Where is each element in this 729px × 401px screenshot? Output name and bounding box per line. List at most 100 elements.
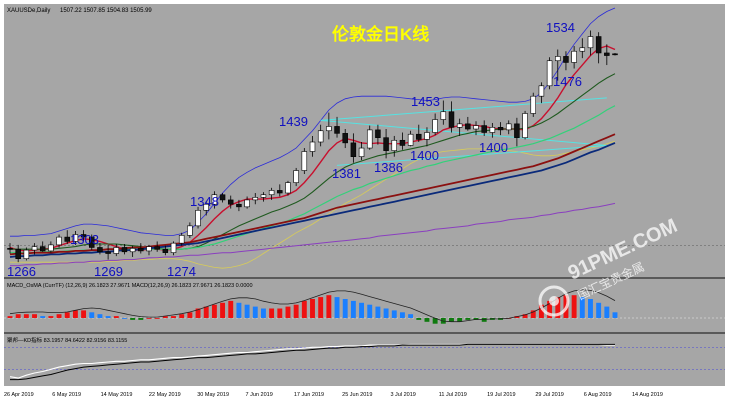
macd-bar [318, 297, 324, 318]
macd-bar [334, 297, 340, 318]
price-panel[interactable] [4, 4, 725, 277]
x-tick-label: 3 Jul 2019 [390, 392, 415, 398]
macd-bar [432, 318, 438, 324]
macd-bar [252, 306, 258, 318]
x-tick-label: 11 Jul 2019 [439, 392, 467, 398]
macd-bar [391, 310, 397, 318]
macd-bar [383, 308, 389, 318]
candle [277, 190, 283, 194]
macd-bar [113, 316, 119, 318]
macd-bar [122, 318, 127, 319]
kd-panel[interactable] [4, 334, 725, 386]
macd-bar [579, 297, 585, 318]
candle [432, 119, 438, 133]
candle [391, 139, 398, 151]
candle [326, 126, 332, 132]
candle [105, 251, 111, 254]
price-layer [4, 7, 725, 269]
candle [456, 123, 463, 128]
macd-bar [375, 306, 381, 318]
channel-line [320, 97, 607, 121]
candle [252, 197, 259, 201]
macd-bar [15, 314, 21, 318]
macd-bar [64, 312, 70, 318]
candle [138, 248, 144, 252]
macd-bar [179, 314, 185, 318]
macd-signal-line [9, 289, 616, 323]
kd-layer [4, 343, 725, 381]
macd-bar [244, 304, 250, 318]
x-tick-label: 29 Jul 2019 [535, 392, 563, 398]
candle [80, 234, 87, 238]
macd-bar [269, 308, 275, 318]
macd-bar [260, 308, 266, 318]
macd-bar [310, 299, 315, 318]
candle [64, 236, 70, 242]
candle [170, 242, 177, 253]
macd-bar [481, 318, 487, 322]
x-tick-label: 22 May 2019 [149, 392, 181, 398]
macd-bar [588, 299, 593, 318]
macd-bar [81, 310, 87, 318]
macd-bar [424, 318, 430, 322]
macd-bar [236, 302, 242, 318]
candle [268, 190, 275, 196]
candle [489, 127, 496, 133]
macd-bar [162, 316, 168, 318]
price-label: 1303 [70, 232, 99, 247]
candle [383, 137, 389, 151]
moving-average-line [10, 202, 616, 267]
candle [375, 129, 381, 138]
macd-bar [97, 314, 103, 318]
candle [236, 203, 242, 208]
candle [358, 147, 365, 157]
candle [244, 199, 250, 208]
candle [514, 123, 520, 138]
macd-bar [449, 318, 454, 322]
candle [407, 133, 414, 146]
price-label: 1266 [7, 264, 36, 279]
candle [571, 50, 577, 63]
macd-bar [277, 308, 283, 318]
candle [301, 151, 308, 171]
candle [505, 123, 512, 131]
candle [211, 194, 218, 205]
macd-bar [367, 304, 373, 318]
macd-bar [130, 318, 136, 320]
candle [113, 247, 120, 254]
x-tick-label: 14 May 2019 [101, 392, 133, 398]
macd-bar [399, 312, 405, 318]
macd-bar [171, 316, 176, 318]
candle [89, 236, 95, 248]
candle [595, 36, 602, 54]
candle [23, 249, 30, 260]
macd-bar [203, 306, 209, 318]
candle [497, 127, 504, 131]
candle [285, 182, 291, 194]
candle [530, 95, 536, 114]
candle [48, 244, 54, 252]
candle [227, 199, 234, 205]
candle [522, 113, 528, 138]
macd-bar [538, 304, 544, 318]
macd-bar [154, 318, 160, 319]
macd-bar [48, 316, 54, 318]
macd-panel[interactable] [4, 279, 725, 332]
macd-bar [285, 306, 291, 318]
price-label: 1453 [411, 94, 440, 109]
price-label: 1269 [94, 264, 123, 279]
moving-average-line [9, 133, 616, 256]
macd-bar [211, 304, 217, 318]
macd-bar [596, 302, 602, 318]
x-tick-label: 14 Aug 2019 [632, 392, 663, 398]
macd-label: MACD_OsMA (CurrTF) (12,26,9) 26.1823 27.… [7, 283, 253, 289]
candle [465, 123, 471, 130]
candle [416, 133, 422, 140]
macd-bar [350, 300, 356, 318]
candle [440, 111, 447, 120]
macd-bar [195, 308, 201, 318]
x-tick-label: 19 Jul 2019 [487, 392, 515, 398]
macd-bar [187, 312, 193, 318]
macd-bar [342, 299, 348, 318]
watermark-logo-dot [549, 296, 559, 306]
